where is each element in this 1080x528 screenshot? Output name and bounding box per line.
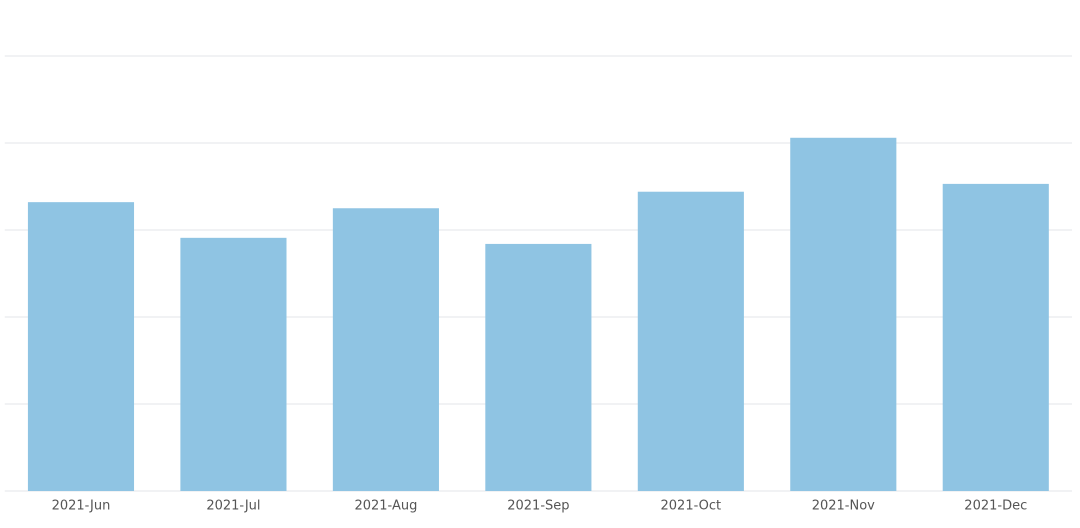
x-tick-label: 2021-Aug [354, 499, 417, 514]
x-tick-label: 2021-Jul [206, 499, 260, 514]
bar [180, 237, 287, 491]
x-tick-label: 2021-Sep [507, 499, 569, 514]
bar [790, 137, 897, 491]
bar [332, 208, 439, 491]
bar [27, 202, 135, 491]
bar [637, 191, 744, 491]
bar [942, 183, 1049, 491]
x-tick-label: 2021-Oct [661, 499, 722, 514]
bar [485, 243, 592, 491]
x-tick-label: 2021-Jun [52, 499, 111, 514]
x-tick-label: 2021-Dec [964, 499, 1027, 514]
x-tick-label: 2021-Nov [812, 499, 875, 514]
